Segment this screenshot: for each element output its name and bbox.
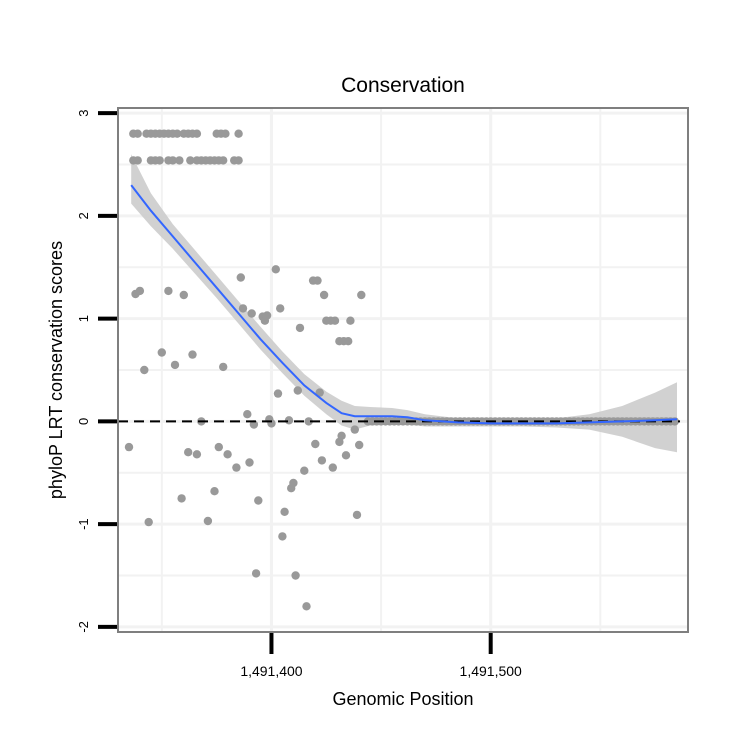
data-point [179,290,188,300]
data-point [254,496,263,505]
y-tick-label: 0 [76,418,91,425]
data-point [133,156,142,165]
data-point [234,129,243,138]
grid-layer [118,108,688,632]
data-point [192,129,202,138]
data-point [219,362,228,372]
y-tick-label: 3 [76,110,91,117]
panel-border [117,107,689,633]
data-point [243,410,252,419]
data-point [157,348,166,357]
data-point [352,510,362,520]
data-point [247,309,256,318]
data-point [164,286,173,296]
data-point [311,439,320,449]
data-point [188,350,197,359]
data-point [186,156,195,165]
x-tick-label: 1,491,400 [240,663,302,679]
confidence-band-layer [131,154,677,453]
confidence-band [131,154,677,453]
y-tick-label: 1 [76,315,91,322]
data-point [140,365,149,375]
data-point [293,386,302,395]
data-point [245,458,254,467]
smooth-line [130,184,678,425]
data-point [124,442,134,452]
data-point [173,129,182,138]
data-point [319,290,329,300]
data-point [238,304,248,313]
x-axis-label: Genomic Position [332,689,473,709]
data-point [168,156,177,165]
data-point [304,417,313,426]
data-point [155,156,164,165]
data-point [278,532,287,541]
data-point [289,478,298,488]
chart-title: Conservation [341,74,465,97]
data-point [315,388,324,397]
data-point [357,290,366,300]
data-point [330,316,340,325]
data-point [271,265,280,274]
data-point [232,463,241,472]
smooth-line-layer [118,184,680,425]
x-tick-label: 1,491,500 [460,663,522,679]
data-point [341,451,351,460]
data-point [135,286,145,296]
data-point [355,440,364,450]
data-point [273,389,283,398]
data-point [192,450,202,459]
data-point [350,425,359,434]
data-point [262,311,272,320]
data-point [313,276,322,285]
data-point [144,517,153,527]
y-tick-label: -1 [76,518,91,530]
data-point [221,129,230,138]
data-point [214,442,223,452]
data-point [210,487,219,496]
data-point [184,448,193,457]
data-point [344,337,353,346]
data-point [249,420,259,429]
data-point [236,273,245,282]
data-point [170,360,180,370]
data-point [317,456,327,465]
data-point [280,507,289,516]
data-point [175,156,184,165]
data-point [276,304,285,313]
data-point [177,494,186,503]
y-axis-label: phyloP LRT conservation scores [46,241,66,499]
data-point [337,431,346,440]
y-tick-label: 2 [76,212,91,219]
y-tick-label: -2 [76,621,91,633]
data-point [302,602,311,611]
axis-layer: -2 -1 0 1 2 3 1,491,400 1,491,500 [76,110,522,679]
data-point [295,323,305,333]
data-point [284,416,294,425]
data-point [346,316,355,325]
data-point [203,516,213,526]
data-point [234,156,243,165]
data-point [223,450,232,459]
data-point [219,156,228,165]
points-layer [124,129,679,611]
data-point [251,569,261,578]
data-point [328,463,337,472]
data-point [291,571,300,580]
data-point [133,129,142,138]
data-point [300,466,309,475]
